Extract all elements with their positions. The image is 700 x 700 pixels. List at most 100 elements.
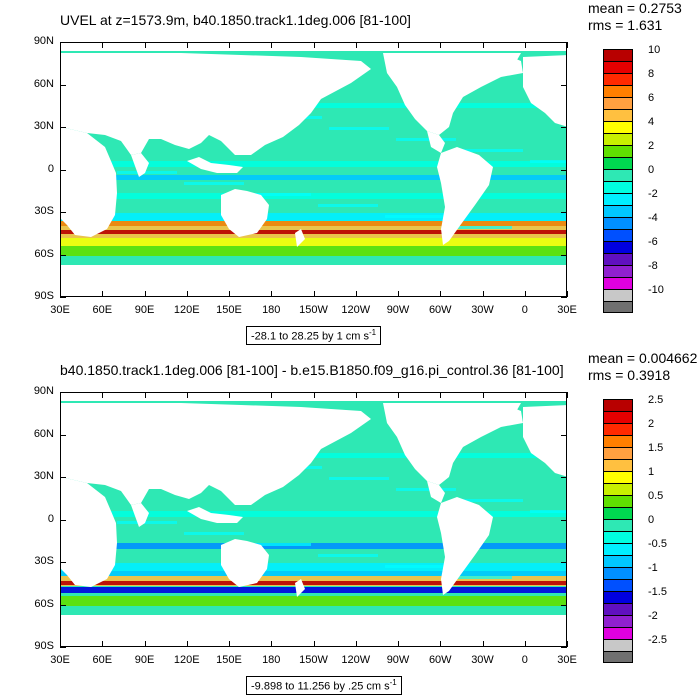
central-america-land [427,131,445,153]
colorbar-label: 6 [648,92,655,104]
colorbar-swatch [603,555,633,567]
lon-tick-label: 120E [173,304,200,316]
lat-tick-label: 90N [33,35,54,47]
lat-tick-label: 30S [34,555,54,567]
greenland-land [471,53,521,77]
current-streak [396,488,456,491]
colorbar-swatch [603,181,633,193]
current-streak [385,565,445,568]
contour-info-box: -9.898 to 11.256 by .25 cm s-1 [246,676,402,695]
lon-tick-mark [271,42,273,48]
lon-tick-mark [102,291,104,297]
lon-tick-mark [229,291,230,297]
current-streak [329,477,389,480]
colorbar-swatch [603,603,633,615]
lat-tick-mark [561,84,567,86]
colorbar-label: 0.5 [648,490,664,502]
lon-tick-mark [355,291,357,297]
current-streak [463,149,523,152]
lat-tick-label: 90N [33,385,54,397]
contour-unit-exponent: -1 [389,678,397,687]
ocean-field-map [61,43,566,296]
lon-tick-label: 90W [386,654,410,666]
lon-tick-mark [60,42,61,48]
current-streak [117,521,177,524]
colorbar-swatch [603,411,633,423]
lat-tick-label: 90S [34,640,54,652]
top-panel: UVEL at z=1573.9m, b40.1850.track1.1deg.… [33,0,682,345]
colorbar-swatch [603,579,633,591]
lon-tick-mark [567,42,568,48]
colorbar-label: -2 [648,188,658,200]
lon-tick-mark [355,42,357,48]
contour-info-box: -28.1 to 28.25 by 1 cm s-1 [246,326,382,345]
lat-tick-mark [60,42,66,43]
lon-tick-mark [102,42,104,48]
lon-tick-mark [313,641,315,647]
current-streak [463,499,523,502]
map-plot [60,392,567,647]
africa-land [61,127,117,237]
colorbar-swatch [603,507,633,519]
colorbar-swatch [603,567,633,579]
lon-tick-label: 120E [173,654,200,666]
colorbar-swatch [603,85,633,97]
lat-tick-mark [561,477,567,478]
north-america-land [383,403,523,485]
southern-ocean-band [61,581,566,585]
lon-tick-mark [482,42,484,48]
lon-tick-label: 120W [341,654,371,666]
colorbar-swatch [603,229,633,241]
lat-tick-label: 30N [33,120,54,132]
lon-tick-label: 30W [471,654,494,666]
subantarctic-band [61,596,566,606]
lon-tick-mark [144,42,146,48]
map-plot [60,42,567,297]
lon-tick-label: 150E [216,304,242,316]
lon-tick-mark [355,641,357,647]
lat-tick-mark [60,297,66,298]
colorbar-swatch [603,519,633,531]
colorbar-swatch [603,277,633,289]
colorbar-swatch [603,639,633,651]
lon-tick-mark [482,291,484,297]
colorbar-swatch [603,253,633,265]
colorbar-label: -10 [648,284,664,296]
southern-ocean-band [61,230,566,234]
lon-tick-mark [186,392,188,398]
current-streak [117,171,177,174]
colorbar-swatch [603,651,633,663]
midlat-band [61,543,566,549]
colorbar-label: -1 [648,562,658,574]
lon-tick-mark [144,641,146,647]
southern-ocean-band [61,238,566,246]
lon-tick-mark [102,641,104,647]
colorbar-label: 1.5 [648,442,664,454]
lon-tick-label: 60W [428,304,452,316]
current-streak [530,160,566,163]
asia-europe-land [61,53,371,155]
lat-tick-mark [60,254,66,256]
colorbar-label: -1.5 [648,586,667,598]
colorbar-swatch [603,121,633,133]
lon-tick-mark [144,291,146,297]
colorbar-label: 2 [648,140,655,152]
indonesia-land [187,157,243,173]
lat-tick-mark [60,169,66,171]
colorbar-swatch [603,483,633,495]
lat-tick-mark [60,434,66,436]
lon-tick-mark [524,392,526,398]
colorbar-label: -6 [648,236,658,248]
india-land [131,503,149,527]
lon-tick-mark [186,641,188,647]
lon-tick-mark [567,291,568,297]
equatorial-band [61,511,566,517]
lon-tick-mark [482,392,484,398]
colorbar-swatch [603,289,633,301]
lon-tick-mark [271,291,273,297]
lon-tick-mark [524,42,526,48]
equatorial-band [61,175,566,180]
colorbar-label: -8 [648,260,658,272]
colorbar-swatch [603,241,633,253]
lon-tick-label: 150W [299,304,328,316]
